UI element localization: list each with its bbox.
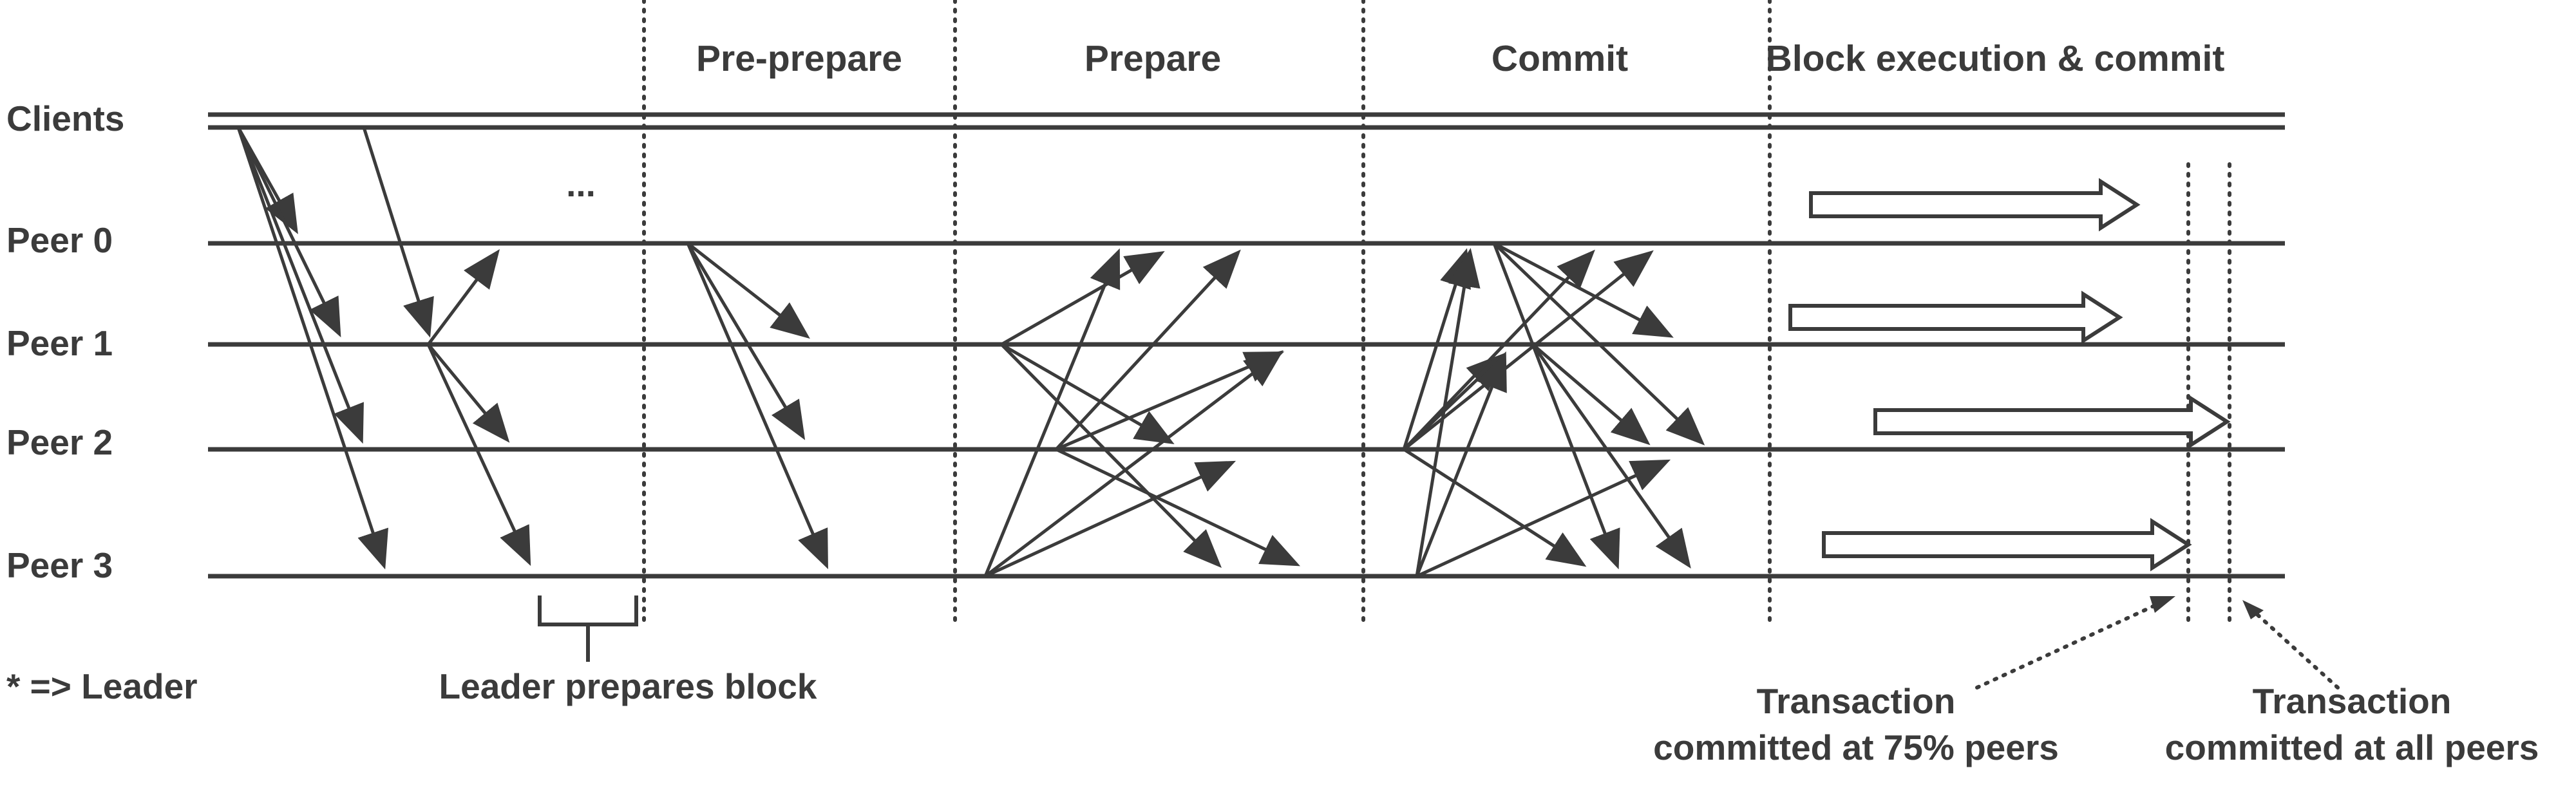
message-arrow <box>236 127 364 444</box>
phase-block-exec-label: Block execution & commit <box>1766 38 2225 79</box>
message-arrow <box>1056 352 1285 451</box>
exec-arrow-peer3 <box>1822 518 2192 572</box>
message-arrow <box>426 343 531 567</box>
lifelines <box>208 112 2285 579</box>
row-label-peer2: Peer 2 <box>6 422 113 462</box>
message-arrow <box>1403 250 1654 451</box>
message-arrow <box>427 249 500 346</box>
exec-arrow-peer0 <box>1809 178 2141 232</box>
callout-arrows <box>1975 600 2340 689</box>
phase-dividers <box>642 0 2231 623</box>
message-arrow <box>1531 343 1691 569</box>
exec-arrow-peer1 <box>1788 290 2123 344</box>
row-label-clients: Clients <box>6 98 124 138</box>
tx75-label-line2: committed at 75% peers <box>1653 727 2059 767</box>
message-arrows <box>236 126 1705 578</box>
message-arrow <box>1493 241 1674 338</box>
callout-all-head <box>2242 600 2264 619</box>
txall-label-line2: committed at all peers <box>2165 727 2539 767</box>
message-arrow <box>984 350 1283 577</box>
message-arrow <box>983 248 1121 577</box>
message-arrow <box>687 242 810 339</box>
callout-75-line <box>1975 600 2164 689</box>
phase-pre-prepare-label: Pre-prepare <box>696 38 902 79</box>
message-arrow <box>1000 342 1175 444</box>
block-exec-arrows <box>1788 178 2231 572</box>
tx75-label-line1: Transaction <box>1757 681 1956 721</box>
message-arrow <box>236 127 388 570</box>
callout-75-head <box>2150 596 2175 613</box>
message-arrow <box>1492 243 1620 570</box>
message-arrow <box>1415 351 1507 577</box>
message-arrow <box>1416 459 1671 578</box>
message-arrow <box>362 127 434 338</box>
row-label-peer0: Peer 0 <box>6 220 113 260</box>
message-arrow <box>1415 248 1481 577</box>
callout-arrowheads <box>2150 596 2264 619</box>
leader-legend: * => Leader <box>6 666 198 706</box>
message-arrow <box>686 242 806 440</box>
message-arrow <box>1403 447 1587 567</box>
phase-commit-label: Commit <box>1492 38 1628 79</box>
message-arrow <box>1493 242 1705 445</box>
message-arrow <box>1055 249 1241 451</box>
message-arrow <box>1000 343 1222 568</box>
row-label-peer3: Peer 3 <box>6 545 113 585</box>
leader-prepares-label: Leader prepares block <box>439 666 817 706</box>
leader-prepares-bracket <box>538 595 638 662</box>
exec-arrow-peer2 <box>1873 395 2231 449</box>
txall-label-line1: Transaction <box>2253 681 2452 721</box>
message-arrow <box>427 343 510 443</box>
message-arrow <box>1055 447 1301 567</box>
row-label-peer1: Peer 1 <box>6 323 113 363</box>
message-arrow <box>236 126 341 337</box>
message-arrow <box>1000 251 1165 346</box>
message-arrow <box>984 460 1236 578</box>
callout-all-line <box>2252 610 2340 689</box>
phase-prepare-label: Prepare <box>1084 38 1221 79</box>
message-arrow <box>686 243 828 570</box>
clients-ellipsis: ... <box>566 164 596 204</box>
message-arrow <box>1531 343 1651 445</box>
